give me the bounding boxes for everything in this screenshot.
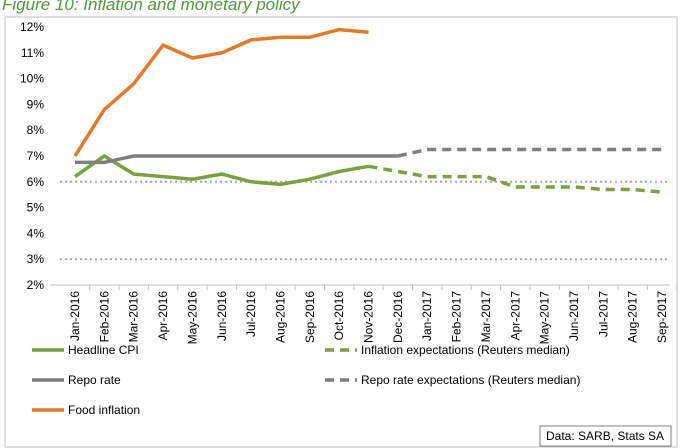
y-tick-label: 3% <box>27 252 45 266</box>
y-tick-label: 8% <box>27 123 45 137</box>
y-tick-label: 7% <box>27 149 45 163</box>
x-tick-label: Mar-2017 <box>479 291 493 343</box>
y-tick-label: 12% <box>20 20 44 34</box>
y-tick-label: 6% <box>27 175 45 189</box>
legend-label: Food inflation <box>68 403 140 417</box>
x-tick-label: Nov-2016 <box>362 291 376 343</box>
x-tick-label: Jan-2016 <box>68 291 82 341</box>
series-line <box>73 153 369 187</box>
x-tick-label: Oct-2016 <box>332 291 346 341</box>
x-tick-label: May-2016 <box>185 291 199 345</box>
x-tick-label: Feb-2016 <box>97 291 111 343</box>
x-tick-label: Aug-2016 <box>273 291 287 343</box>
y-tick-label: 2% <box>27 278 45 292</box>
y-tick-label: 11% <box>21 46 44 60</box>
legend-label: Repo rate <box>68 373 121 387</box>
chart-frame <box>4 16 678 448</box>
x-tick-label: Feb-2017 <box>450 291 464 343</box>
x-tick-label: Jul-2017 <box>596 291 610 337</box>
legend-label: Repo rate expectations (Reuters median) <box>361 373 580 387</box>
y-tick-label: 10% <box>20 72 44 86</box>
series-line <box>397 147 662 158</box>
chart-title: Figure 10: Inflation and monetary policy <box>2 0 301 14</box>
x-tick-label: May-2017 <box>538 291 552 345</box>
legend-label: Inflation expectations (Reuters median) <box>361 343 570 357</box>
x-tick-label: Jan-2017 <box>420 291 434 341</box>
series-line <box>73 27 369 157</box>
series-line <box>75 154 398 165</box>
x-tick-label: Jul-2016 <box>244 291 258 337</box>
x-tick-label: Jun-2016 <box>215 291 229 341</box>
x-tick-label: Mar-2016 <box>127 291 141 343</box>
y-tick-label: 5% <box>27 201 45 215</box>
x-tick-label: Dec-2016 <box>391 291 405 343</box>
x-tick-label: Aug-2017 <box>626 291 640 343</box>
y-tick-label: 4% <box>27 226 45 240</box>
source-box <box>539 425 672 447</box>
x-tick-label: Sep-2017 <box>655 291 669 343</box>
x-tick-label: Apr-2017 <box>508 291 522 341</box>
x-tick-label: Sep-2016 <box>303 291 317 343</box>
x-tick-label: Jun-2017 <box>567 291 581 341</box>
x-tick-label: Apr-2016 <box>156 291 170 341</box>
y-tick-label: 9% <box>27 97 45 111</box>
legend-label: Headline CPI <box>68 343 139 357</box>
source: Data: SARB, Stats SA <box>546 429 664 443</box>
series-line <box>368 164 663 194</box>
